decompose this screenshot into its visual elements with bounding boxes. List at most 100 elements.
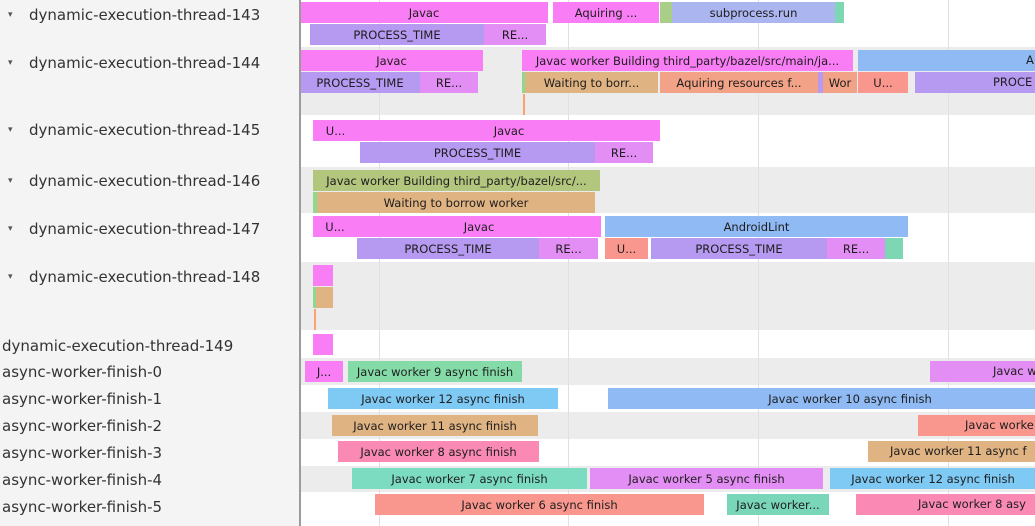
trace-slice[interactable] bbox=[313, 287, 316, 308]
trace-slice[interactable]: Javac bbox=[357, 216, 601, 237]
track-label-row[interactable]: ▾ dynamic-execution-thread-147 bbox=[0, 218, 299, 240]
track-label-row[interactable]: async-worker-finish-5 bbox=[0, 496, 299, 518]
track-background bbox=[301, 262, 1035, 330]
trace-slice-label: A bbox=[1026, 53, 1034, 67]
trace-slice[interactable]: Javac worker 7 async finish bbox=[352, 468, 587, 489]
trace-slice[interactable]: PROCESS_TIME bbox=[301, 72, 420, 93]
trace-slice-label: Javac worke bbox=[965, 418, 1034, 432]
collapse-arrow-icon[interactable]: ▾ bbox=[8, 272, 13, 282]
trace-slice-label: Aquiring resources f... bbox=[676, 75, 802, 90]
trace-slice[interactable]: Javac worker Building third_party/bazel/… bbox=[522, 50, 853, 71]
trace-slice[interactable]: Javac worker 6 async finish bbox=[375, 494, 704, 515]
trace-slice[interactable]: Javac worker 12 async finish bbox=[328, 388, 558, 409]
trace-slice[interactable]: RE... bbox=[484, 24, 546, 45]
trace-slice[interactable]: PROCE bbox=[915, 72, 1035, 93]
trace-slice[interactable]: RE... bbox=[827, 238, 885, 259]
gridline bbox=[758, 0, 759, 526]
trace-slice-label: U... bbox=[325, 219, 345, 234]
trace-slice[interactable] bbox=[313, 265, 333, 286]
track-label-row[interactable]: ▾ dynamic-execution-thread-145 bbox=[0, 119, 299, 141]
trace-slice[interactable]: Javac worker 12 async finish bbox=[830, 468, 1035, 489]
trace-slice[interactable]: PROCESS_TIME bbox=[651, 238, 827, 259]
trace-slice-label: Wor bbox=[828, 75, 852, 90]
track-label-row[interactable]: async-worker-finish-3 bbox=[0, 442, 299, 464]
track-label: dynamic-execution-thread-147 bbox=[29, 220, 261, 238]
trace-slice[interactable]: Javac worker 11 async finish bbox=[332, 415, 538, 436]
trace-slice[interactable] bbox=[316, 287, 333, 308]
gridline bbox=[379, 0, 380, 526]
track-label-row[interactable]: async-worker-finish-0 bbox=[0, 361, 299, 383]
trace-slice-label: RE... bbox=[842, 241, 870, 256]
trace-slice[interactable] bbox=[885, 238, 903, 259]
trace-slice[interactable]: Javac bbox=[358, 120, 660, 141]
collapse-arrow-icon[interactable]: ▾ bbox=[8, 10, 13, 20]
trace-slice[interactable]: Aquiring resources f... bbox=[660, 72, 818, 93]
trace-slice[interactable]: Javac worker 10 async finish bbox=[608, 388, 1035, 409]
trace-slice[interactable]: PROCESS_TIME bbox=[360, 142, 595, 163]
trace-slice-label: J... bbox=[316, 364, 332, 379]
collapse-arrow-icon[interactable]: ▾ bbox=[8, 125, 13, 135]
trace-slice-label: Javac worker 8 async finish bbox=[360, 444, 517, 459]
trace-slice[interactable]: Javac worker 8 async finish bbox=[338, 441, 539, 462]
trace-slice-label: Javac worker 9 async finish bbox=[356, 364, 514, 379]
trace-slice[interactable]: RE... bbox=[420, 72, 478, 93]
track-label-row[interactable]: ▾ dynamic-execution-thread-143 bbox=[0, 4, 299, 26]
collapse-arrow-icon[interactable]: ▾ bbox=[8, 176, 13, 186]
trace-slice[interactable]: U... bbox=[605, 238, 648, 259]
trace-slice[interactable]: Javac worker 9 async finish bbox=[348, 361, 522, 382]
trace-slice[interactable]: Javac worker Building third_party/bazel/… bbox=[313, 170, 600, 191]
trace-slice[interactable]: Javac worker 11 async f bbox=[868, 441, 1035, 462]
trace-slice[interactable]: A bbox=[858, 50, 1035, 71]
trace-slice[interactable]: Waiting to borr... bbox=[525, 72, 658, 93]
track-label: dynamic-execution-thread-144 bbox=[29, 54, 261, 72]
trace-slice[interactable] bbox=[660, 2, 672, 23]
trace-slice[interactable]: Javac worke bbox=[918, 415, 1035, 436]
track-label-row[interactable]: async-worker-finish-1 bbox=[0, 388, 299, 410]
track-label-row[interactable]: dynamic-execution-thread-149 bbox=[0, 335, 299, 357]
trace-slice-label: PROCESS_TIME bbox=[353, 27, 441, 42]
trace-slice-label: PROCESS_TIME bbox=[433, 145, 522, 160]
sidebar-resize-handle[interactable] bbox=[299, 0, 301, 526]
collapse-arrow-icon[interactable]: ▾ bbox=[8, 58, 13, 68]
trace-slice[interactable]: Aquiring ... bbox=[553, 2, 659, 23]
track-label-row[interactable]: ▾ dynamic-execution-thread-148 bbox=[0, 266, 299, 288]
trace-slice[interactable]: Javac worker 8 asy bbox=[856, 494, 1035, 515]
trace-slice-label: Waiting to borr... bbox=[543, 75, 640, 90]
track-label-row[interactable]: ▾ dynamic-execution-thread-146 bbox=[0, 170, 299, 192]
trace-slice[interactable] bbox=[313, 192, 317, 213]
trace-slice[interactable]: Wor bbox=[823, 72, 857, 93]
trace-slice-label: U... bbox=[873, 75, 893, 90]
trace-slice-label: PROCESS_TIME bbox=[404, 241, 492, 256]
trace-slice[interactable] bbox=[313, 334, 333, 355]
trace-slice[interactable]: PROCESS_TIME bbox=[357, 238, 539, 259]
trace-slice[interactable]: Javac bbox=[301, 50, 483, 71]
trace-slice[interactable]: RE... bbox=[595, 142, 653, 163]
trace-instant-marker[interactable] bbox=[314, 309, 316, 330]
trace-slice-label: RE... bbox=[501, 27, 529, 42]
track-label-row[interactable]: async-worker-finish-4 bbox=[0, 469, 299, 491]
trace-slice[interactable]: Javac worker 5 async finish bbox=[590, 468, 823, 489]
trace-slice[interactable] bbox=[522, 72, 525, 93]
timeline-canvas[interactable]: Javac Aquiring ... subprocess.run PROCESS_T… bbox=[301, 0, 1035, 526]
trace-slice[interactable]: U... bbox=[858, 72, 908, 93]
trace-slice[interactable]: Javac bbox=[301, 2, 548, 23]
track-label-row[interactable]: async-worker-finish-2 bbox=[0, 415, 299, 437]
trace-slice[interactable]: U... bbox=[313, 216, 357, 237]
trace-slice[interactable]: RE... bbox=[539, 238, 598, 259]
collapse-arrow-icon[interactable]: ▾ bbox=[8, 224, 13, 234]
trace-slice[interactable] bbox=[818, 72, 823, 93]
trace-slice-label: Javac worker 10 async finish bbox=[768, 391, 932, 406]
track-label-row[interactable]: ▾ dynamic-execution-thread-144 bbox=[0, 52, 299, 74]
trace-slice[interactable]: Javac worker... bbox=[727, 494, 829, 515]
trace-slice-label: Javac worker 11 async f bbox=[890, 444, 1027, 458]
trace-instant-marker[interactable] bbox=[523, 94, 525, 115]
trace-slice[interactable] bbox=[835, 2, 844, 23]
trace-slice[interactable]: PROCESS_TIME bbox=[310, 24, 484, 45]
trace-slice[interactable]: U... bbox=[313, 120, 358, 141]
trace-slice[interactable]: subprocess.run bbox=[672, 2, 835, 23]
trace-slice[interactable]: Waiting to borrow worker bbox=[317, 192, 595, 213]
trace-slice[interactable]: Javac w bbox=[930, 361, 1035, 382]
trace-slice[interactable]: J... bbox=[305, 361, 343, 382]
trace-slice[interactable]: AndroidLint bbox=[605, 216, 908, 237]
